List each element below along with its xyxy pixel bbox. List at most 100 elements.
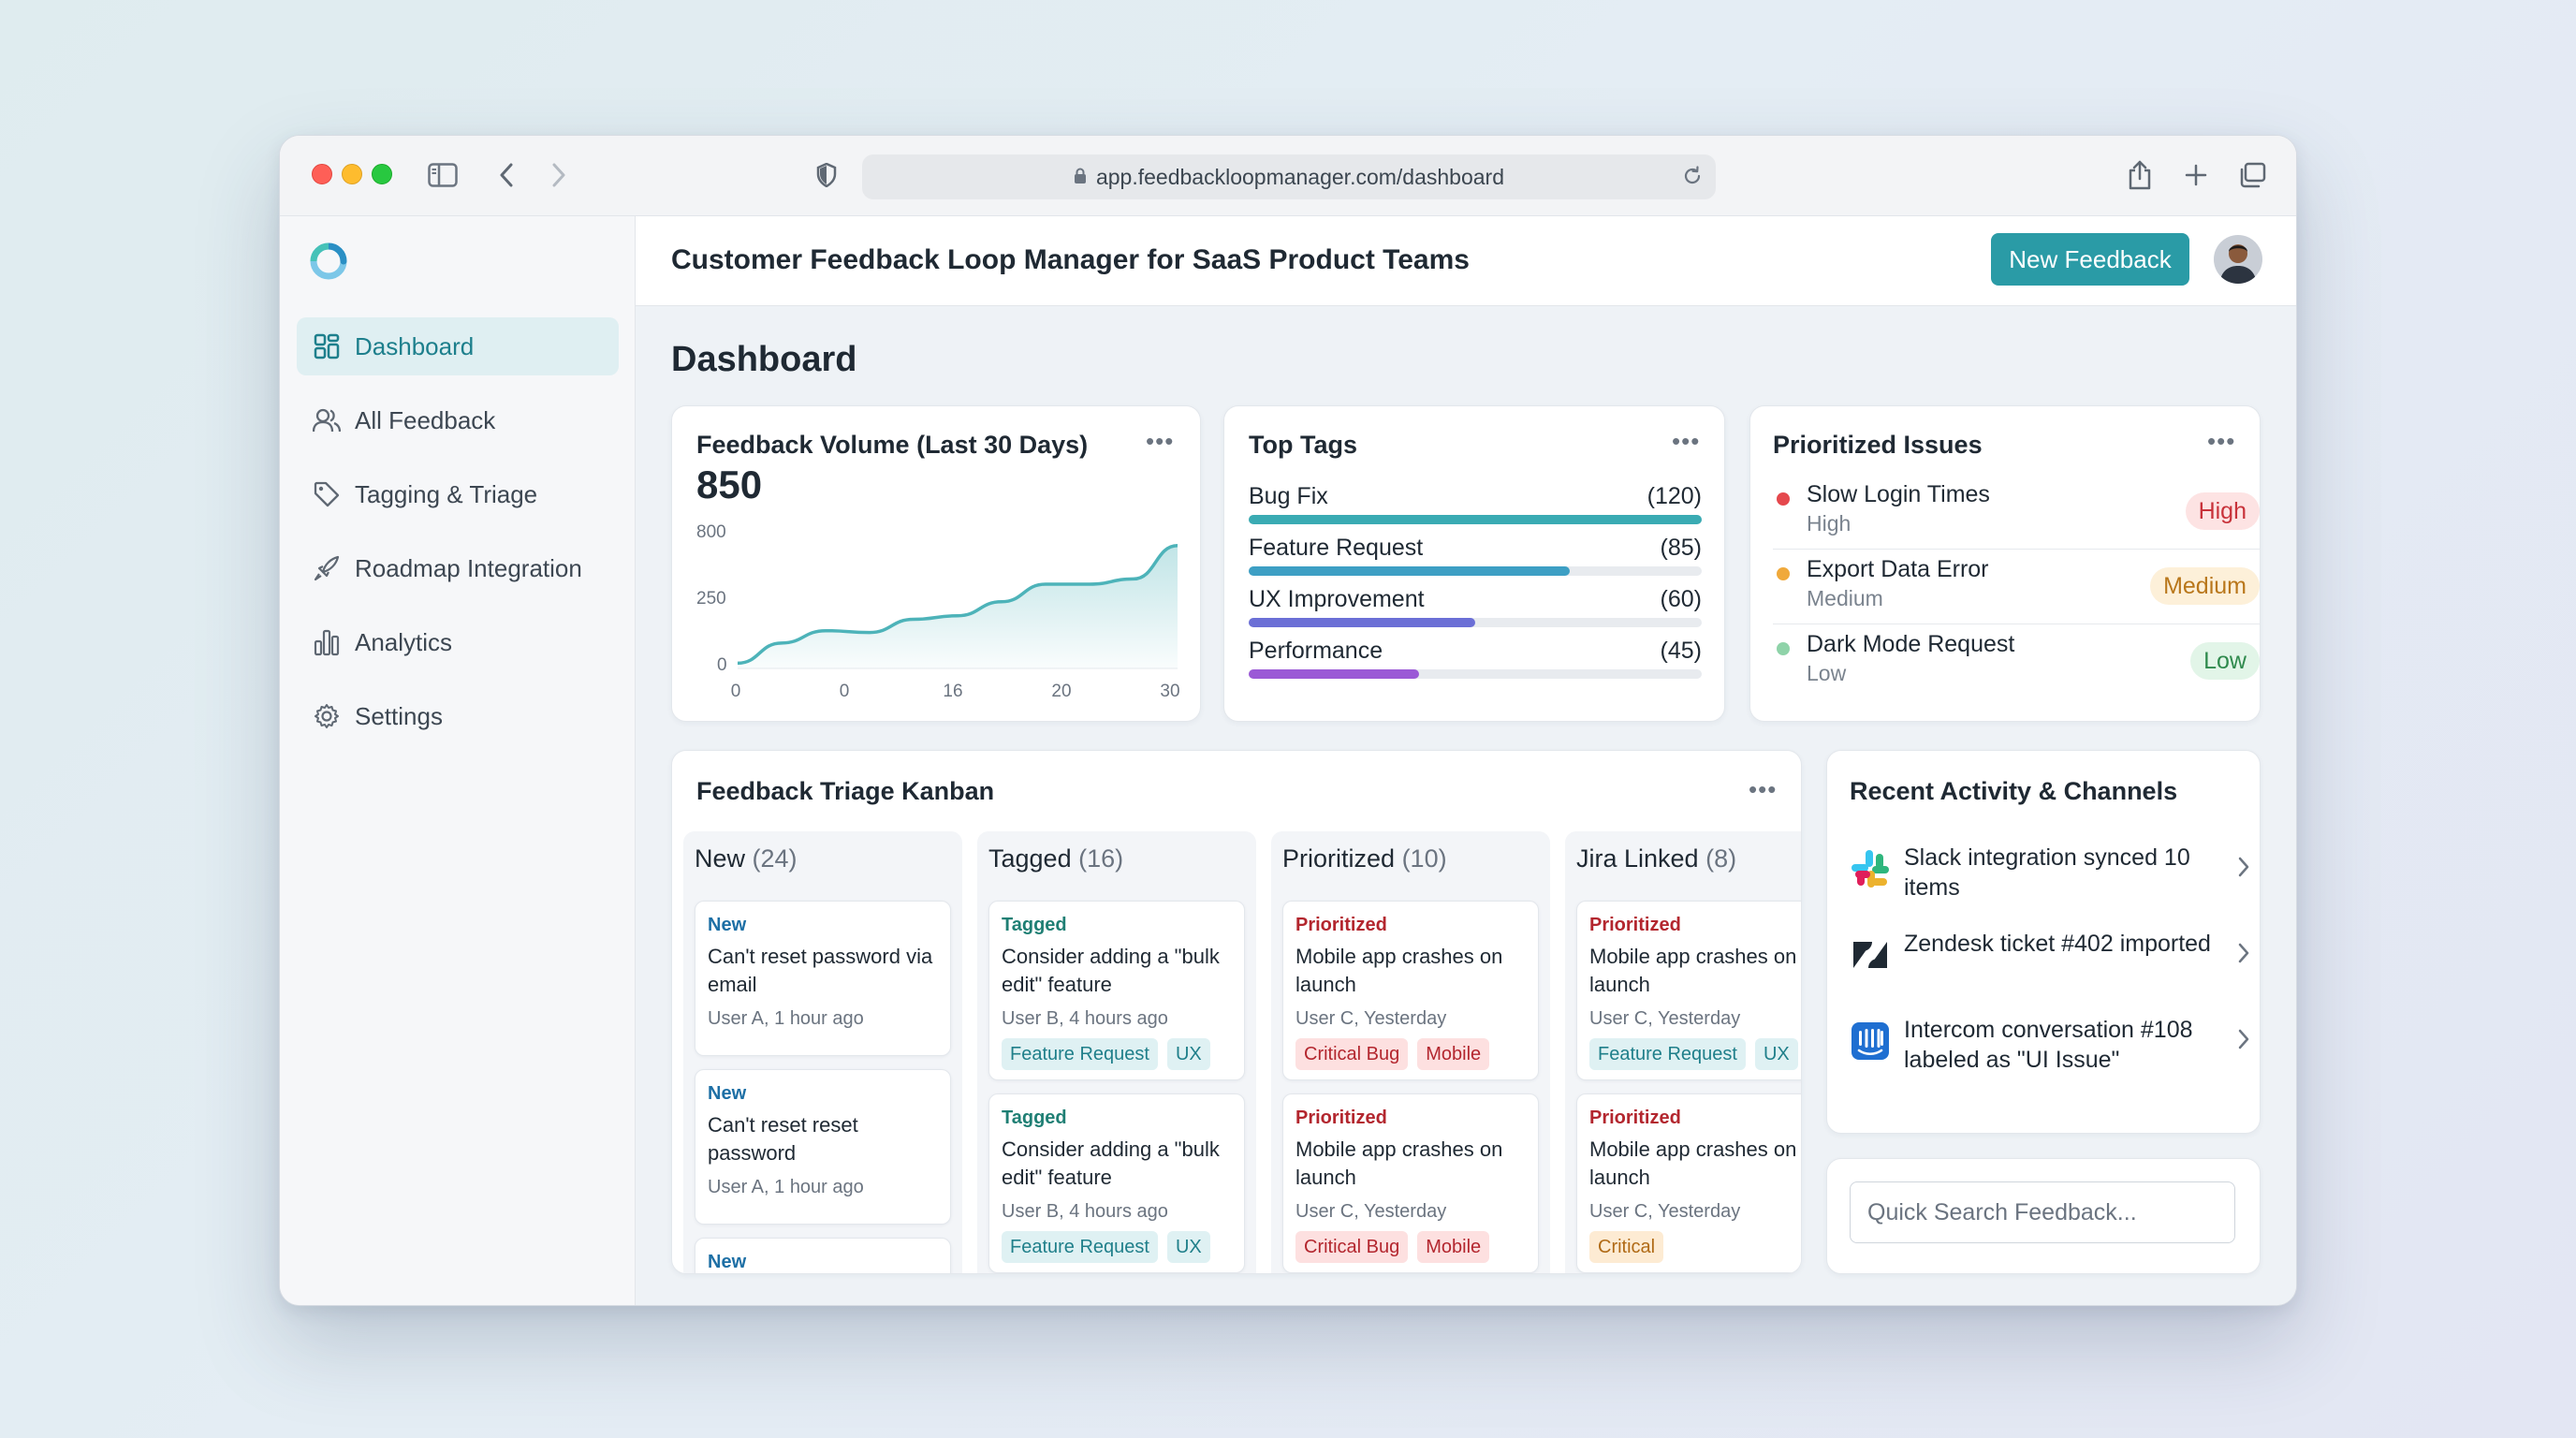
tag-chip[interactable]: Mobile [1417,1231,1490,1263]
app-logo[interactable] [306,239,351,284]
chevron-right-icon[interactable] [2237,942,2250,969]
new-feedback-button[interactable]: New Feedback [1991,233,2189,286]
sidebar-item-all-feedback[interactable]: All Feedback [297,391,619,449]
more-options-icon[interactable]: ••• [1146,427,1175,455]
forward-icon[interactable] [546,158,572,192]
tab-overview-icon[interactable] [2236,158,2268,192]
kanban-card[interactable]: Prioritized Mobile app crashes on launch U… [1576,1093,1801,1273]
tag-row[interactable]: Bug Fix (120) [1249,483,1702,530]
tag-row[interactable]: Feature Request (85) [1249,535,1702,581]
x-tick-label: 20 [1051,682,1071,701]
tag-icon [312,479,342,509]
more-options-icon[interactable]: ••• [2207,427,2236,455]
card-text: Mobile app crashes on launch [1295,945,1503,996]
triage-kanban-card: Feedback Triage Kanban ••• New (24) New Ca… [671,750,1802,1274]
column-name: Tagged [988,844,1072,873]
address-bar[interactable]: app.feedbackloopmanager.com/dashboard [862,154,1716,199]
sidebar: Dashboard All Feedback Tagging & Triage … [280,216,636,1305]
volume-series-line [737,544,1178,666]
kanban-card[interactable]: New Can't reset password via email User A,… [695,901,951,1056]
zoom-window-button[interactable] [372,164,392,184]
sidebar-item-label: All Feedback [355,405,496,434]
card-title: Feedback Triage Kanban [696,777,995,805]
main-content: Customer Feedback Loop Manager for SaaS … [636,216,2296,1305]
sidebar-item-dashboard[interactable]: Dashboard [297,317,619,375]
column-count: (8) [1705,844,1737,873]
reload-icon[interactable] [1682,166,1703,192]
share-icon[interactable] [2126,158,2154,192]
kanban-card[interactable]: Prioritized Mobile app crashes on launch U… [1576,901,1801,1080]
tag-bar-track [1249,566,1702,576]
tag-chip[interactable]: UX [1166,1231,1210,1263]
chevron-right-icon[interactable] [2237,856,2250,883]
card-tags: Feature Request UX [1002,1038,1210,1070]
card-meta: User A, 1 hour ago [708,1177,864,1197]
privacy-shield-icon[interactable] [813,158,840,192]
x-tick-label: 0 [840,682,850,701]
more-options-icon[interactable]: ••• [1749,775,1778,803]
tag-chip[interactable]: Mobile [1417,1038,1490,1070]
card-status: Prioritized [1589,1108,1681,1128]
tag-bar-fill [1249,515,1702,524]
tag-chip[interactable]: Critical [1589,1231,1664,1263]
tag-chip[interactable]: Feature Request [1002,1038,1158,1070]
close-window-button[interactable] [312,164,332,184]
activity-text: Zendesk ticket #402 imported [1904,931,2211,957]
card-text: Mobile app crashes on launch [1295,1137,1503,1189]
priority-dot [1777,642,1790,655]
y-tick-label: 0 [717,655,727,675]
card-status: New [708,1252,747,1272]
activity-item[interactable]: Slack integration synced 10 items [1850,843,2252,917]
tag-count: (120) [1647,483,1702,509]
tag-bar-fill [1249,566,1570,576]
card-status: New [708,1083,747,1104]
volume-area-fill [738,545,1178,668]
tag-chip[interactable]: Critical Bug [1295,1038,1409,1070]
sidebar-item-settings[interactable]: Settings [297,687,619,745]
issue-row[interactable]: Dark Mode Request Low Low [1773,631,2260,704]
tag-bar-track [1249,669,1702,679]
activity-item[interactable]: Intercom conversation #108 labeled as "U… [1850,1015,2252,1090]
issue-row[interactable]: Slow Login Times High High [1773,481,2260,554]
back-icon[interactable] [493,158,520,192]
sidebar-toggle-icon[interactable] [426,158,460,192]
kanban-card[interactable]: Tagged Consider adding a "bulk edit" feat… [988,901,1245,1080]
card-status: Prioritized [1589,915,1681,935]
tag-row[interactable]: Performance (45) [1249,638,1702,684]
issue-row[interactable]: Export Data Error Medium Medium [1773,556,2260,629]
card-title: Feedback Volume (Last 30 Days) [696,431,1089,459]
card-text: Can't reset reset password [708,1113,858,1165]
priority-badge: High [2185,492,2260,530]
tag-chip[interactable]: UX [1166,1038,1210,1070]
column-name: Prioritized [1282,844,1396,873]
minimize-window-button[interactable] [342,164,362,184]
kanban-card[interactable]: Prioritized Mobile app crashes on launch U… [1282,901,1539,1080]
tag-chip[interactable]: Feature Request [1002,1231,1158,1263]
more-options-icon[interactable]: ••• [1672,427,1701,455]
browser-toolbar: app.feedbackloopmanager.com/dashboard [280,136,2296,216]
tag-chip[interactable]: Feature Request [1589,1038,1746,1070]
kanban-card[interactable]: Tagged Consider adding a "bulk edit" feat… [988,1093,1245,1273]
tag-chip[interactable]: UX [1754,1038,1798,1070]
chevron-right-icon[interactable] [2237,1028,2250,1055]
kanban-card[interactable]: Prioritized Mobile app crashes on launch U… [1282,1093,1539,1273]
card-meta: User C, Yesterday [1295,1008,1447,1029]
divider [1773,549,2260,550]
sidebar-item-tagging-triage[interactable]: Tagging & Triage [297,465,619,523]
y-tick-label: 800 [696,522,726,542]
activity-text: Slack integration synced 10 items [1904,844,2190,901]
activity-item[interactable]: Zendesk ticket #402 imported [1850,929,2252,1004]
avatar[interactable] [2214,235,2262,284]
tag-chip[interactable]: Critical Bug [1295,1231,1409,1263]
sidebar-item-roadmap-integration[interactable]: Roadmap Integration [297,539,619,597]
tag-row[interactable]: UX Improvement (60) [1249,586,1702,633]
kanban-column: New (24) New Can't reset password via emai… [683,831,962,1273]
url-text: app.feedbackloopmanager.com/dashboard [1095,164,1505,189]
new-tab-icon[interactable] [2182,158,2210,192]
search-input[interactable] [1850,1181,2235,1243]
sidebar-item-analytics[interactable]: Analytics [297,613,619,671]
tag-label: Feature Request [1249,535,1424,561]
kanban-card[interactable]: New Can't reset reset password User A, 1 h… [695,1069,951,1225]
column-title: Prioritized (10) [1282,844,1447,873]
